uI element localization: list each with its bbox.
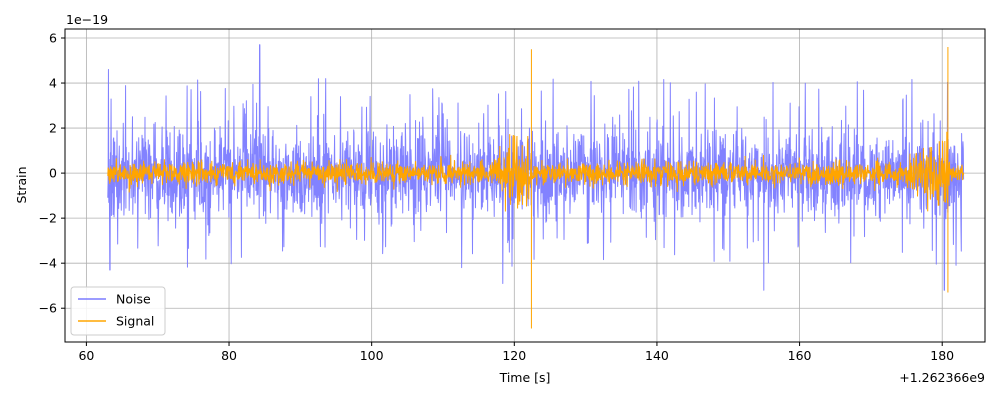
x-tick-label-3: 120 (502, 348, 526, 363)
legend-noise-label: Noise (116, 292, 151, 307)
y-tick-label-4: 2 (49, 121, 57, 136)
plot-frame (64, 28, 986, 343)
y-tick-label-2: −2 (39, 211, 57, 226)
y-tick-label-5: 4 (49, 76, 57, 91)
legend: Noise Signal (70, 286, 166, 336)
y-tick-label-3: 0 (49, 166, 57, 181)
x-tick-label-0: 60 (78, 348, 94, 363)
x-axis-label: Time [s] (499, 370, 551, 385)
series-signal-line (107, 47, 965, 329)
y-tick-label-0: −6 (39, 301, 57, 316)
x-tick-label-5: 160 (788, 348, 812, 363)
y-scale-label: 1e−19 (66, 12, 108, 27)
x-tick-label-2: 100 (360, 348, 384, 363)
x-axis-ticks: 60 80 100 120 140 160 180 (78, 342, 954, 363)
y-tick-label-1: −4 (39, 256, 57, 271)
x-tick-label-1: 80 (221, 348, 237, 363)
y-axis-label: Strain (14, 166, 29, 203)
y-tick-label-6: 6 (49, 31, 57, 46)
x-offset-label: +1.262366e9 (899, 370, 985, 385)
legend-signal-label: Signal (116, 314, 154, 329)
x-tick-label-4: 140 (645, 348, 669, 363)
x-tick-label-6: 180 (930, 348, 954, 363)
y-axis-ticks: −6 −4 −2 0 2 4 6 (39, 31, 65, 316)
